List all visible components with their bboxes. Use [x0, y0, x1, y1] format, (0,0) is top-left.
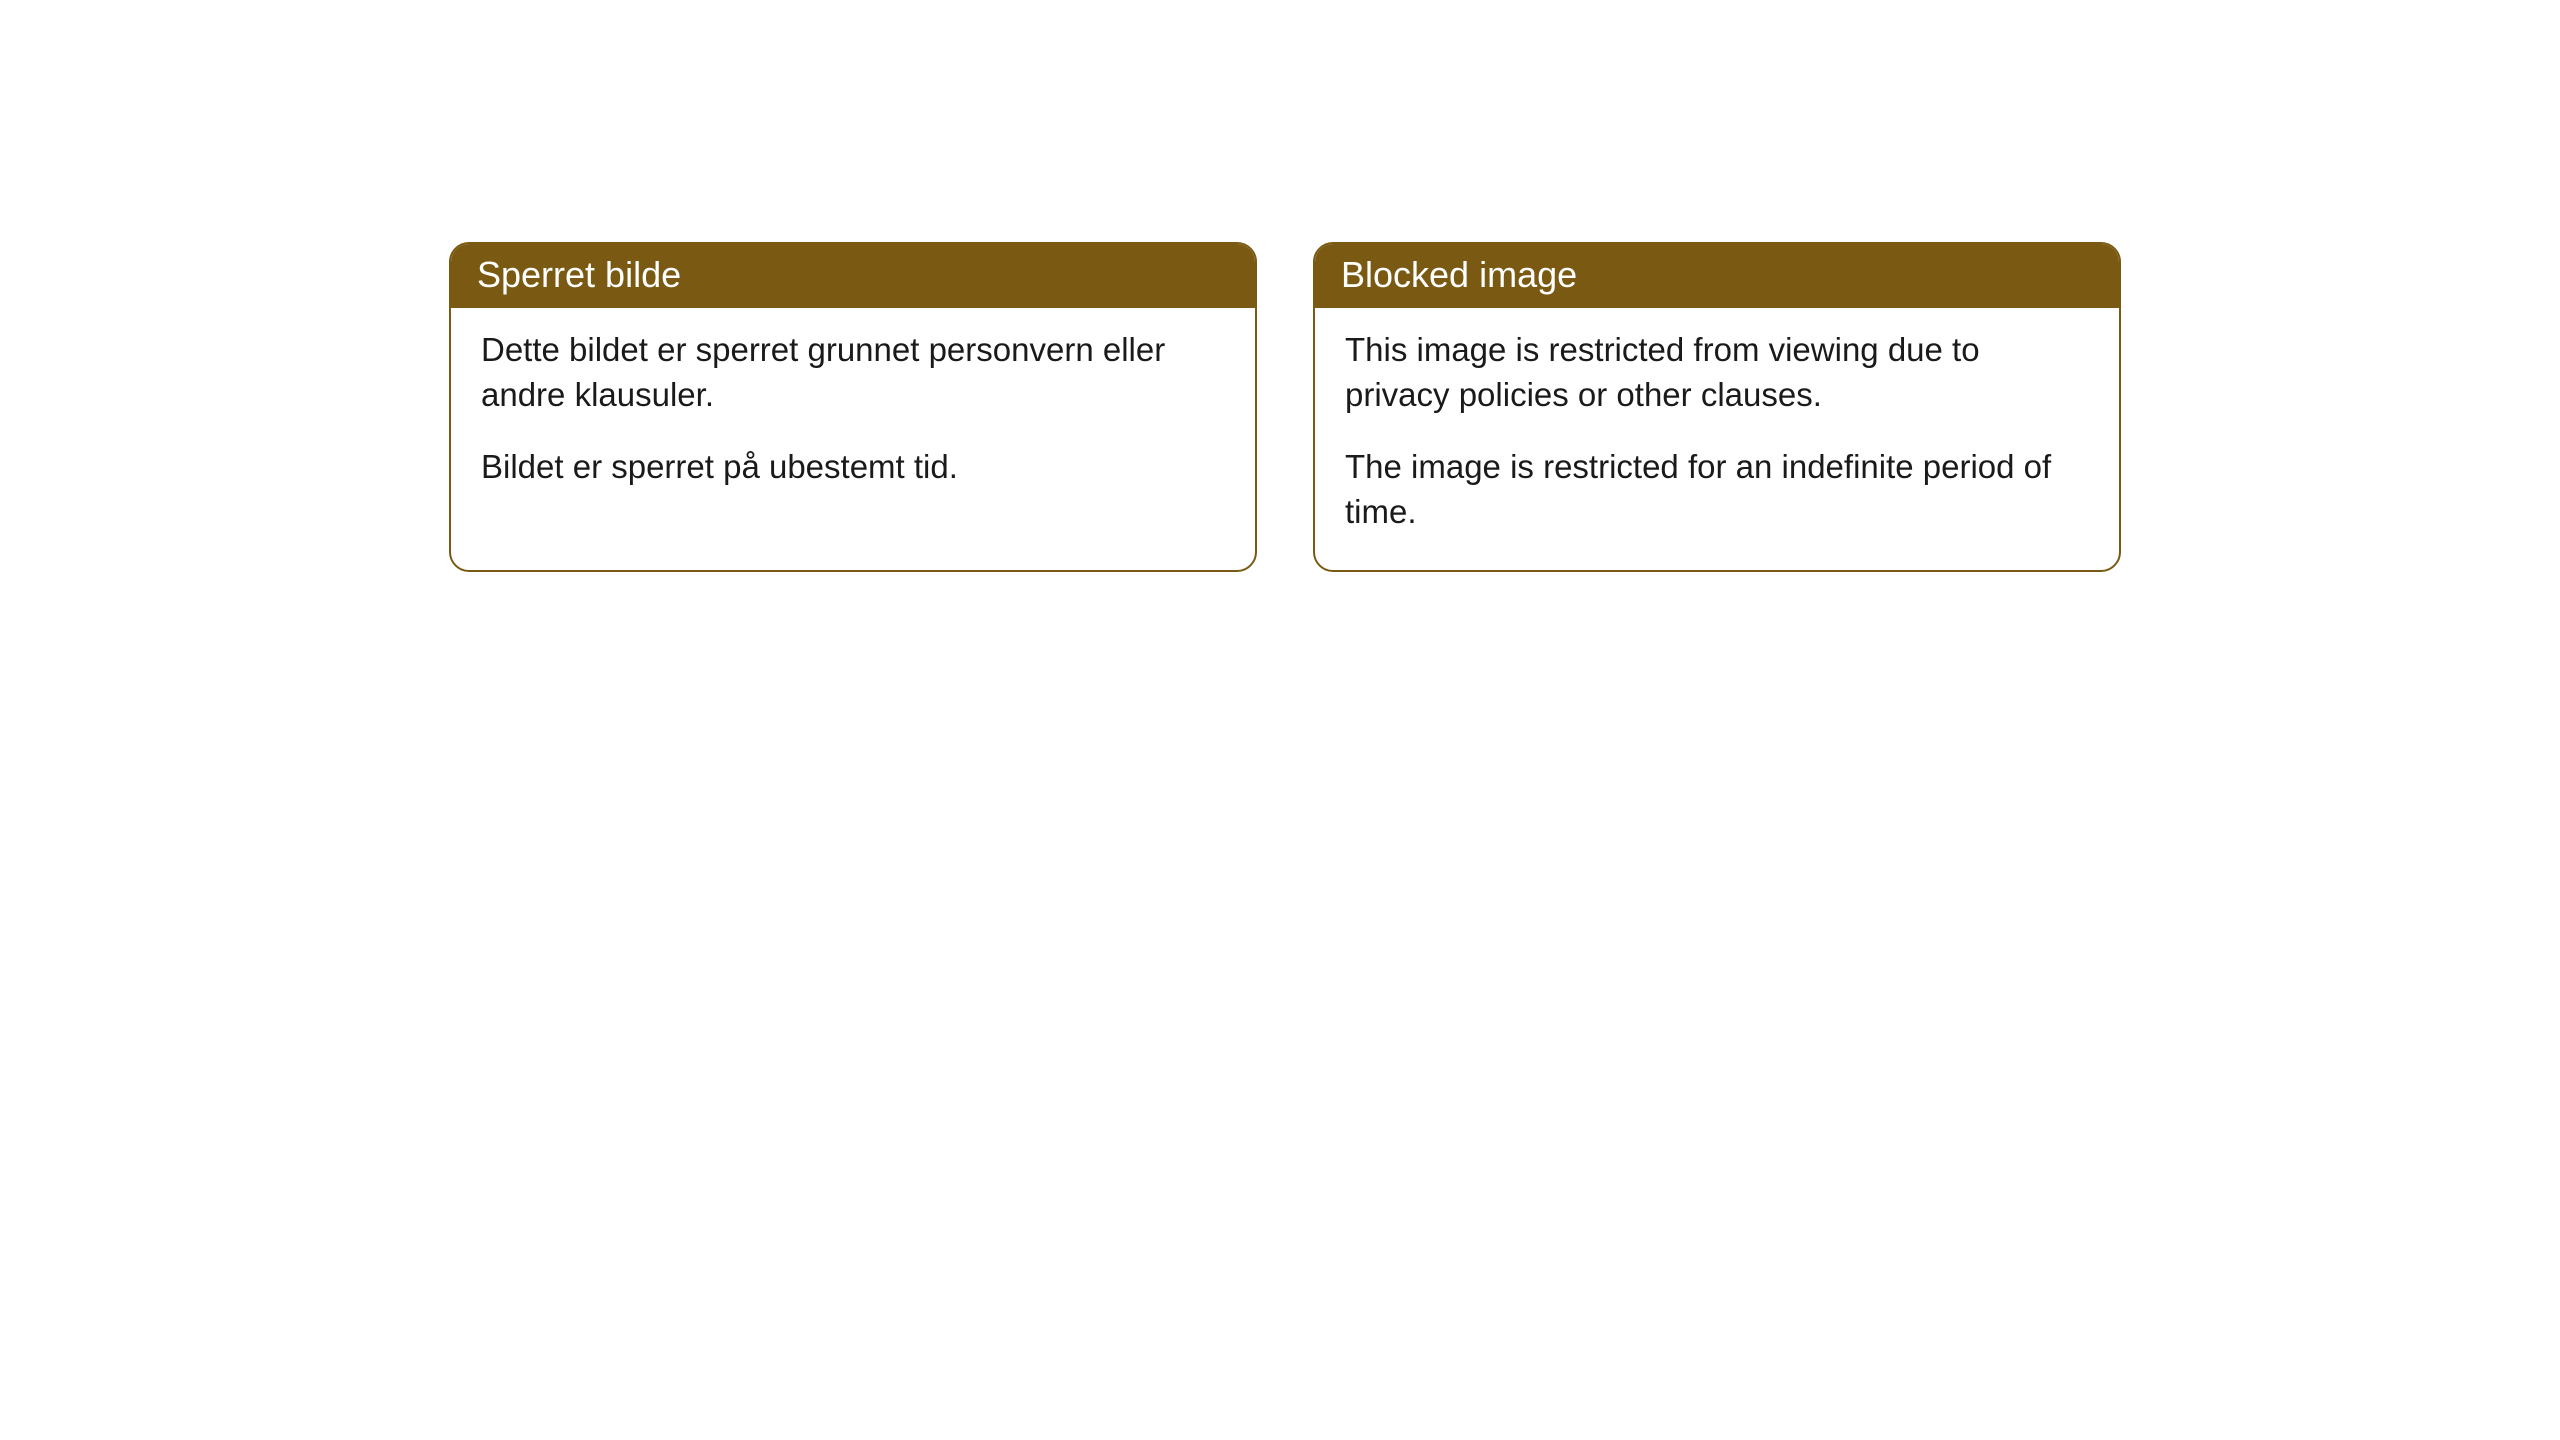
card-header-no: Sperret bilde	[451, 244, 1255, 308]
card-text-no-2: Bildet er sperret på ubestemt tid.	[481, 445, 1225, 490]
card-text-en-2: The image is restricted for an indefinit…	[1345, 445, 2089, 534]
card-text-en-1: This image is restricted from viewing du…	[1345, 328, 2089, 417]
blocked-image-card-en: Blocked image This image is restricted f…	[1313, 242, 2121, 572]
card-header-en: Blocked image	[1315, 244, 2119, 308]
card-body-en: This image is restricted from viewing du…	[1315, 308, 2119, 570]
card-text-no-1: Dette bildet er sperret grunnet personve…	[481, 328, 1225, 417]
card-body-no: Dette bildet er sperret grunnet personve…	[451, 308, 1255, 526]
blocked-image-card-no: Sperret bilde Dette bildet er sperret gr…	[449, 242, 1257, 572]
notice-cards-container: Sperret bilde Dette bildet er sperret gr…	[449, 242, 2121, 572]
